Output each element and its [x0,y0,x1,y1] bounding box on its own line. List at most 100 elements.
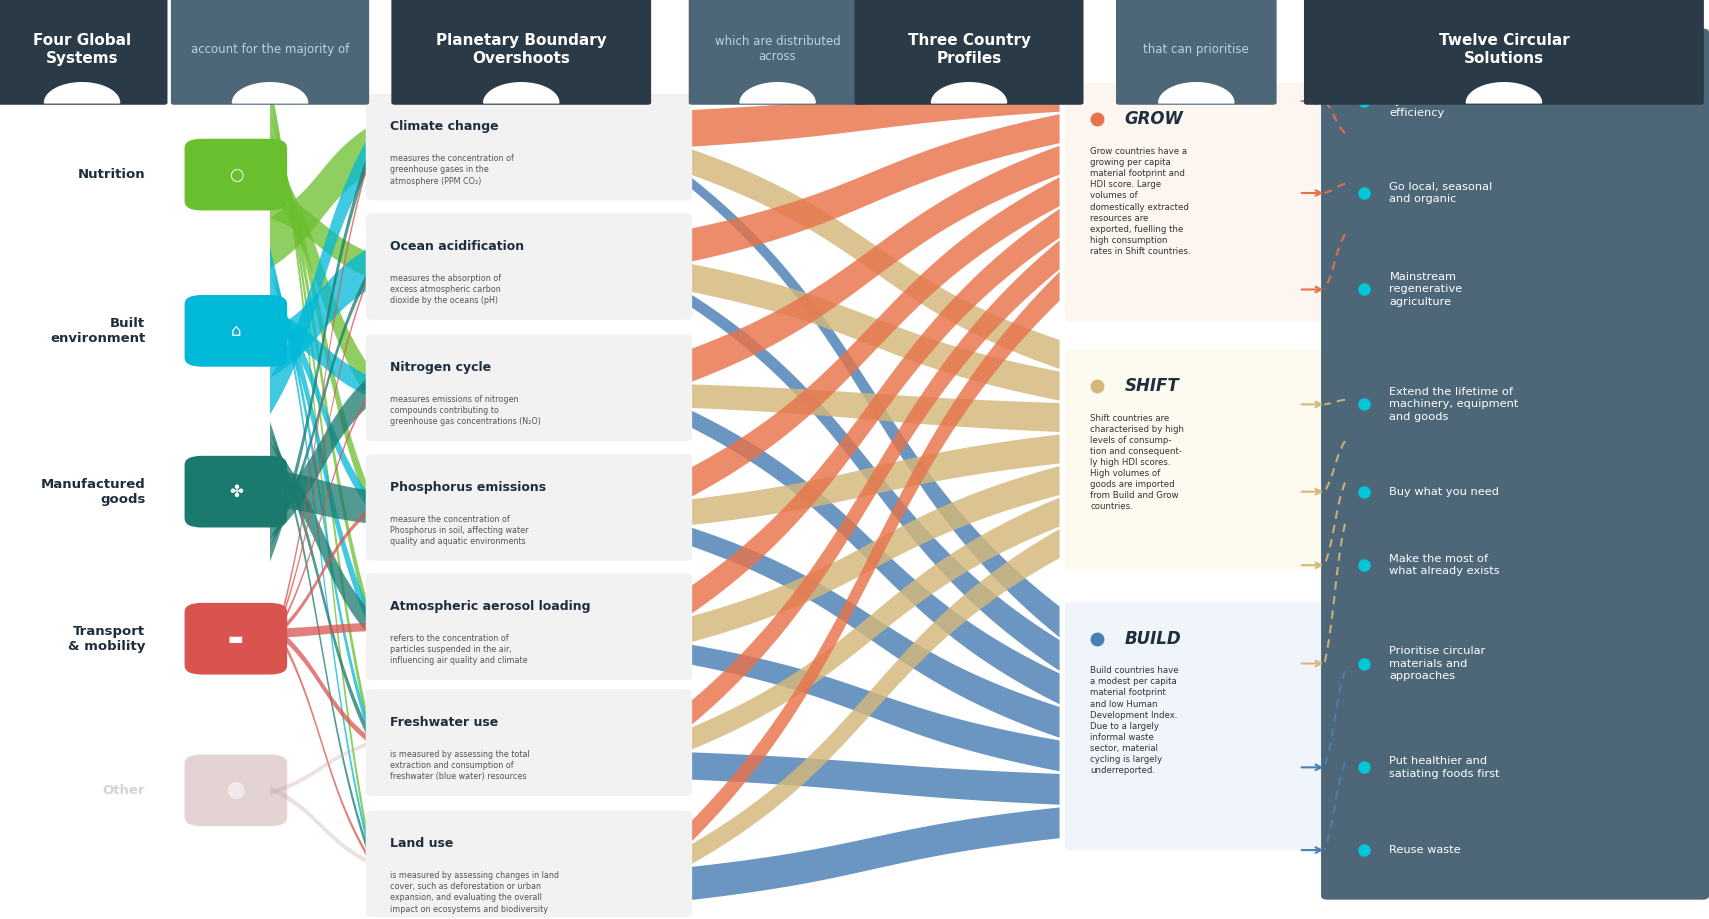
Text: Extend the lifetime of
machinery, equipment
and goods: Extend the lifetime of machinery, equipm… [1389,387,1519,422]
Polygon shape [270,246,373,378]
Text: measures the concentration of
greenhouse gases in the
atmosphere (PPM CO₂): measures the concentration of greenhouse… [390,154,513,186]
Polygon shape [270,258,373,749]
Polygon shape [270,621,373,746]
Polygon shape [685,263,1060,401]
Polygon shape [270,309,373,398]
Polygon shape [270,470,373,524]
Polygon shape [685,808,1060,901]
Text: Freshwater use: Freshwater use [390,716,497,729]
Text: ○: ○ [229,165,243,184]
Polygon shape [270,386,373,649]
FancyBboxPatch shape [185,295,287,367]
Polygon shape [270,81,373,870]
FancyBboxPatch shape [1065,602,1347,850]
FancyBboxPatch shape [171,0,369,105]
Polygon shape [685,752,1060,805]
Text: Built
environment: Built environment [50,317,145,345]
FancyBboxPatch shape [0,0,167,105]
Text: ▬: ▬ [227,630,244,648]
Text: BUILD: BUILD [1125,630,1181,648]
Text: Land use: Land use [390,837,453,850]
Text: GROW: GROW [1125,110,1183,129]
Text: Mainstream
regenerative
agriculture: Mainstream regenerative agriculture [1389,272,1463,307]
Polygon shape [232,83,308,103]
Polygon shape [270,130,373,414]
Polygon shape [270,505,373,643]
Polygon shape [685,146,1060,384]
Polygon shape [685,526,1060,738]
FancyBboxPatch shape [366,811,692,917]
Polygon shape [740,83,815,103]
Polygon shape [931,83,1007,103]
Polygon shape [270,616,373,867]
Text: measures the absorption of
excess atmospheric carbon
dioxide by the oceans (pH): measures the absorption of excess atmosp… [390,274,501,305]
Text: Buy what you need: Buy what you need [1389,487,1499,496]
Text: Twelve Circular
Solutions: Twelve Circular Solutions [1439,33,1569,65]
Polygon shape [685,114,1060,263]
Text: Put healthier and
satiating foods first: Put healthier and satiating foods first [1389,756,1501,778]
Polygon shape [685,209,1060,618]
FancyBboxPatch shape [1065,349,1347,570]
Text: Atmospheric aerosol loading: Atmospheric aerosol loading [390,600,590,613]
Text: Grow countries have a
growing per capita
material footprint and
HDI score. Large: Grow countries have a growing per capita… [1090,147,1191,255]
Text: Planetary Boundary
Overshoots: Planetary Boundary Overshoots [436,33,607,65]
Text: refers to the concentration of
particles suspended in the air,
influencing air q: refers to the concentration of particles… [390,634,528,665]
Text: Go local, seasonal
and organic: Go local, seasonal and organic [1389,182,1492,204]
FancyBboxPatch shape [185,456,287,528]
FancyBboxPatch shape [1321,28,1709,900]
Text: Climate change: Climate change [390,120,499,133]
Polygon shape [685,408,1060,704]
FancyBboxPatch shape [1065,83,1347,322]
Text: Four Global
Systems: Four Global Systems [32,33,132,65]
Text: Manufactured
goods: Manufactured goods [41,478,145,505]
Polygon shape [1159,83,1234,103]
Polygon shape [685,83,1060,147]
Text: Ocean acidification: Ocean acidification [390,240,523,253]
Polygon shape [270,247,373,868]
Text: account for the majority of: account for the majority of [191,43,349,56]
FancyBboxPatch shape [366,689,692,796]
Polygon shape [270,785,373,867]
Polygon shape [270,141,373,562]
Polygon shape [44,83,120,103]
FancyBboxPatch shape [366,335,692,441]
Text: Make the most of
what already exists: Make the most of what already exists [1389,554,1501,576]
Polygon shape [270,190,373,279]
Text: measure the concentration of
Phosphorus in soil, affecting water
quality and aqu: measure the concentration of Phosphorus … [390,515,528,546]
Text: which are distributed
across: which are distributed across [714,36,841,63]
Text: Shift countries are
characterised by high
levels of consump-
tion and consequent: Shift countries are characterised by hig… [1090,414,1184,511]
Polygon shape [270,143,373,662]
Polygon shape [270,96,373,750]
Polygon shape [270,373,373,539]
Text: ⌂: ⌂ [231,322,241,340]
FancyBboxPatch shape [854,0,1084,105]
Text: that can prioritise: that can prioritise [1143,43,1249,56]
Polygon shape [685,173,1060,638]
Polygon shape [484,83,559,103]
Polygon shape [685,272,1060,847]
Polygon shape [685,643,1060,771]
Text: Three Country
Profiles: Three Country Profiles [907,33,1031,65]
FancyBboxPatch shape [366,94,692,200]
Polygon shape [685,177,1060,500]
Text: measures emissions of nitrogen
compounds contributing to
greenhouse gas concentr: measures emissions of nitrogen compounds… [390,395,540,426]
Polygon shape [685,290,1060,671]
FancyBboxPatch shape [185,754,287,826]
Polygon shape [685,466,1060,643]
Polygon shape [270,264,373,654]
Polygon shape [270,272,373,636]
Polygon shape [270,442,373,640]
Text: SHIFT: SHIFT [1125,377,1179,395]
Polygon shape [685,497,1060,752]
FancyBboxPatch shape [185,603,287,675]
Text: is measured by assessing changes in land
cover, such as deforestation or urban
e: is measured by assessing changes in land… [390,871,559,913]
FancyBboxPatch shape [366,213,692,320]
Text: is measured by assessing the total
extraction and consumption of
freshwater (blu: is measured by assessing the total extra… [390,750,530,781]
FancyBboxPatch shape [1304,0,1704,105]
FancyBboxPatch shape [185,139,287,210]
Polygon shape [270,292,373,515]
Polygon shape [270,124,373,268]
Text: Nutrition: Nutrition [77,168,145,181]
Text: Build countries have
a modest per capita
material footprint
and low Human
Develo: Build countries have a modest per capita… [1090,666,1179,775]
Text: Reuse waste: Reuse waste [1389,845,1461,855]
